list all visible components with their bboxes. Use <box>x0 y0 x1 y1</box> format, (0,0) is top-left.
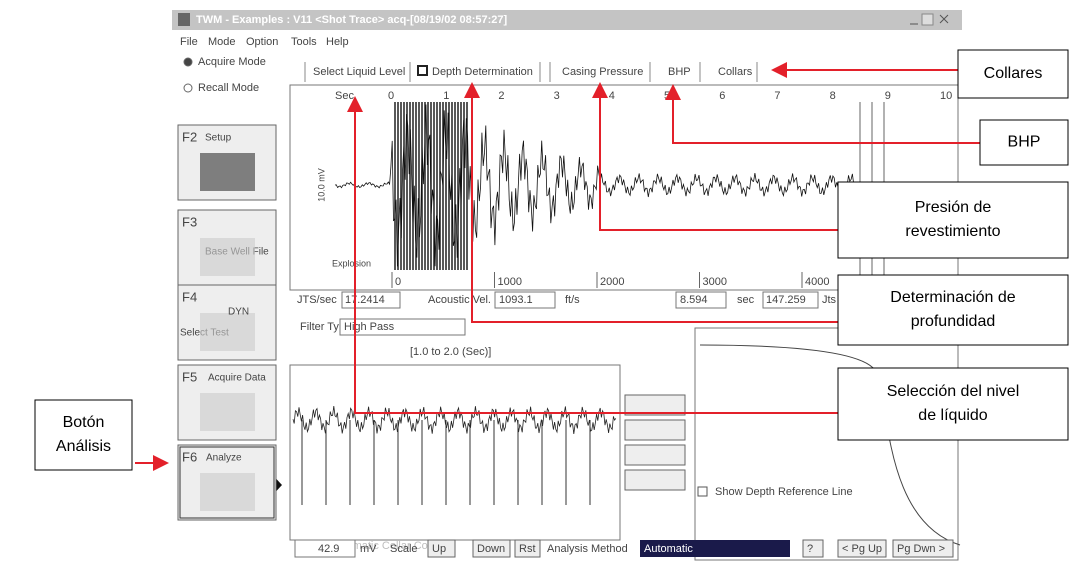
function-label[interactable]: Analyze <box>206 453 242 464</box>
app-icon <box>178 13 190 26</box>
window-title: TWM - Examples : V11 <Shot Trace> acq-[0… <box>196 14 508 26</box>
y-label: 10.0 mV <box>316 168 326 202</box>
function-label[interactable]: Acquire Data <box>208 373 266 384</box>
side-button[interactable] <box>625 445 685 465</box>
callout-text: Botón <box>63 414 105 431</box>
callout-box <box>35 400 132 470</box>
checkbox-label[interactable]: Show Depth Reference Line <box>715 486 853 498</box>
depth-tick: 3000 <box>703 276 727 288</box>
mode-label[interactable]: Recall Mode <box>198 82 259 94</box>
button-icon <box>200 238 255 276</box>
field-value[interactable]: High Pass <box>344 321 395 333</box>
callout-box <box>838 275 1068 345</box>
field-value: 1093.1 <box>499 294 533 306</box>
tab[interactable]: Depth Determination <box>432 66 533 78</box>
depth-tick: 0 <box>395 276 401 288</box>
side-button[interactable] <box>625 420 685 440</box>
time-tick: 4 <box>609 90 615 102</box>
time-tick: 8 <box>830 90 836 102</box>
button-icon <box>200 313 255 351</box>
menu-item[interactable]: Option <box>246 36 278 48</box>
icon-text[interactable]: DYN <box>228 307 249 318</box>
field-label: Acoustic Vel. <box>428 294 491 306</box>
callout-box <box>838 182 1068 258</box>
callout-text: BHP <box>1008 134 1041 151</box>
button-icon <box>200 393 255 431</box>
field-value: 8.594 <box>680 294 708 306</box>
tab[interactable]: Collars <box>718 66 753 78</box>
bar-button-label[interactable]: Up <box>432 543 446 555</box>
function-key[interactable]: F5 <box>182 369 197 384</box>
function-key[interactable]: F3 <box>182 214 197 229</box>
time-tick: 9 <box>885 90 891 102</box>
button-icon <box>200 153 255 191</box>
marker-label: Explosion <box>332 258 371 268</box>
bar-button-label[interactable]: ? <box>807 543 813 555</box>
field-value: 17.2414 <box>345 294 385 306</box>
field-label: mV <box>360 543 377 555</box>
depth-tick: 4000 <box>805 276 829 288</box>
menu-item[interactable]: Help <box>326 36 349 48</box>
zoom-panel <box>290 365 620 540</box>
field-label: JTS/sec <box>297 294 337 306</box>
mode-label[interactable]: Acquire Mode <box>198 56 266 68</box>
bar-button-label[interactable]: Down <box>477 543 505 555</box>
function-label[interactable]: Setup <box>205 133 232 144</box>
callout-text: Selección del nivel <box>887 383 1020 400</box>
field-label: ft/s <box>565 294 580 306</box>
button-icon <box>200 473 255 511</box>
menu-item[interactable]: File <box>180 36 198 48</box>
tab-checkbox[interactable] <box>418 66 427 75</box>
tab[interactable]: Select Liquid Level <box>313 66 405 78</box>
field-label: Jts <box>822 294 837 306</box>
time-tick: 5 <box>664 90 670 102</box>
maximize-button[interactable] <box>922 14 933 25</box>
screenshot: TWM - Examples : V11 <Shot Trace> acq-[0… <box>0 0 1069 562</box>
callout-text: revestimiento <box>905 223 1000 240</box>
time-tick: 2 <box>498 90 504 102</box>
mode-radio[interactable] <box>184 84 192 92</box>
field-label: Scale <box>390 543 418 555</box>
bar-button-label[interactable]: < Pg Up <box>842 543 882 555</box>
window-label: [1.0 to 2.0 (Sec)] <box>410 346 491 358</box>
depth-ref-checkbox[interactable] <box>698 487 707 496</box>
bar-button-label[interactable]: Rst <box>519 543 536 555</box>
menu-item[interactable]: Tools <box>291 36 317 48</box>
bar-button-label[interactable]: Pg Dwn > <box>897 543 945 555</box>
function-key[interactable]: F6 <box>182 449 197 464</box>
menu-item[interactable]: Mode <box>208 36 236 48</box>
depth-panel <box>695 328 958 560</box>
callout-text: Determinación de <box>890 289 1016 306</box>
tab[interactable]: BHP <box>668 66 691 78</box>
time-label: Sec <box>335 90 354 102</box>
time-tick: 10 <box>940 90 952 102</box>
callout-text: Análisis <box>56 438 111 455</box>
side-button[interactable] <box>625 470 685 490</box>
time-tick: 0 <box>388 90 394 102</box>
field-label: sec <box>737 294 755 306</box>
depth-tick: 2000 <box>600 276 624 288</box>
callout-text: profundidad <box>911 313 996 330</box>
time-tick: 1 <box>443 90 449 102</box>
field-value: 147.259 <box>766 294 806 306</box>
depth-tick: 1000 <box>498 276 522 288</box>
time-tick: 7 <box>774 90 780 102</box>
callout-text: de líquido <box>918 407 987 424</box>
time-tick: 6 <box>719 90 725 102</box>
function-key[interactable]: F4 <box>182 289 197 304</box>
function-key[interactable]: F2 <box>182 129 197 144</box>
callout-text: Collares <box>984 65 1043 82</box>
mode-radio[interactable] <box>184 58 192 66</box>
callout-text: Presión de <box>915 199 992 216</box>
time-tick: 3 <box>554 90 560 102</box>
field-label: Analysis Method <box>547 543 628 555</box>
field-value: 42.9 <box>318 543 339 555</box>
method-value[interactable]: Automatic <box>644 543 693 555</box>
tab[interactable]: Casing Pressure <box>562 66 643 78</box>
callout-box <box>838 368 1068 440</box>
